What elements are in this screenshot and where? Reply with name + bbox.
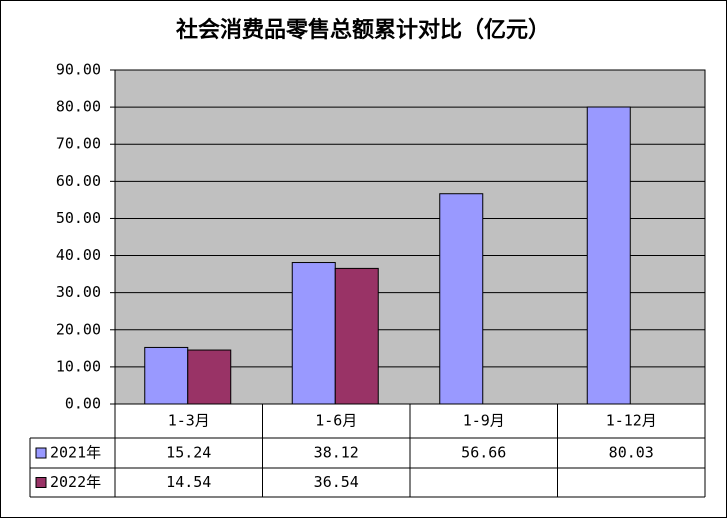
bar (334, 267, 379, 405)
data-label: 80.03 (609, 444, 654, 462)
x-tick-label: 1-9月 (463, 412, 505, 430)
y-tick-label: 80.00 (56, 98, 101, 116)
legend-label: 2021年 (50, 444, 101, 462)
data-label: 56.66 (461, 444, 506, 462)
legend-key (35, 447, 47, 459)
y-tick-label: 10.00 (56, 357, 101, 375)
bar (144, 346, 189, 405)
x-tick-label: 1-12月 (606, 412, 657, 430)
data-label: 36.54 (314, 473, 359, 491)
y-tick-label: 50.00 (56, 209, 101, 227)
legend-key (35, 477, 47, 488)
y-tick-label: 20.00 (56, 320, 101, 338)
bar (439, 193, 484, 405)
x-tick-label: 1-3月 (168, 412, 210, 430)
data-label: 15.24 (166, 444, 211, 462)
x-tick-label: 1-6月 (315, 412, 357, 430)
data-label: 38.12 (314, 444, 359, 462)
bar (291, 262, 336, 405)
y-tick-label: 30.00 (56, 283, 101, 301)
data-label: 14.54 (166, 473, 211, 491)
bar (586, 106, 631, 405)
y-tick-label: 0.00 (65, 395, 101, 413)
y-tick-label: 40.00 (56, 246, 101, 264)
y-tick-label: 90.00 (56, 61, 101, 79)
bar (187, 349, 232, 405)
legend-label: 2022年 (50, 473, 101, 491)
y-tick-label: 70.00 (56, 135, 101, 153)
y-tick-label: 60.00 (56, 172, 101, 190)
chart-title: 社会消费品零售总额累计对比（亿元） (176, 17, 550, 43)
